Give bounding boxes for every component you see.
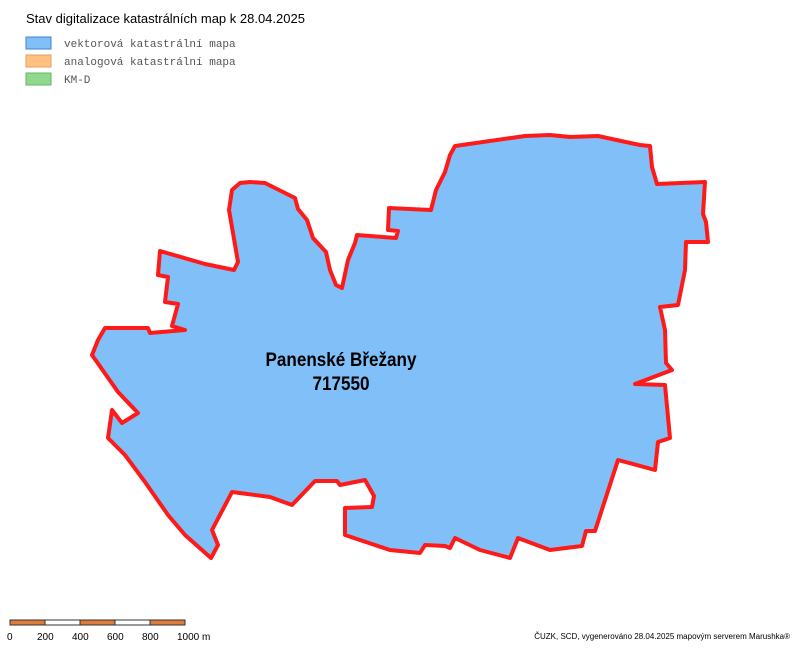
cadastral-area (90, 133, 710, 560)
scale-segment (149, 619, 186, 626)
legend-label: KM-D (64, 75, 91, 87)
scale-segment (114, 619, 151, 626)
legend-label: vektorová katastrální mapa (64, 39, 236, 51)
scale-label: 1000 m (177, 632, 210, 643)
scale-label: 800 (142, 632, 159, 643)
legend-label: analogová katastrální mapa (64, 57, 236, 69)
legend: vektorová katastrální mapa analogová kata… (25, 36, 236, 87)
legend-swatch (25, 54, 52, 68)
area-code: 717550 (312, 373, 369, 394)
scale-label: 600 (107, 632, 124, 643)
scale-label: 0 (7, 632, 13, 643)
scale-label: 400 (72, 632, 89, 643)
legend-swatch (25, 72, 52, 86)
scale-segment (79, 619, 116, 626)
map-title: Stav digitalizace katastrálních map k 28… (26, 11, 305, 26)
legend-swatch (25, 36, 52, 50)
scale-segment (9, 619, 46, 626)
scale-labels: 0 200 400 600 800 1000 m (7, 632, 210, 643)
scale-segment (44, 619, 81, 626)
attribution: ČUZK, SCD, vygenerováno 28.04.2025 mapov… (534, 632, 790, 641)
scale-bar (9, 619, 186, 626)
area-name: Panenské Břežany (265, 349, 416, 370)
scale-label: 200 (37, 632, 54, 643)
